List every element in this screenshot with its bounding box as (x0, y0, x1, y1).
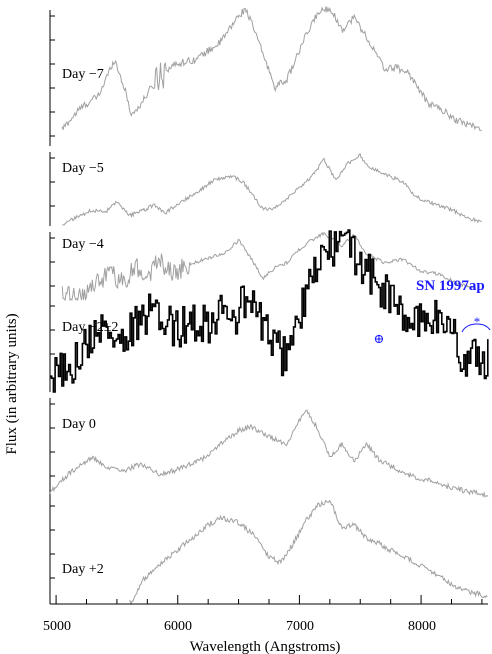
object-name-label: SN 1997ap (416, 278, 485, 294)
y-axis-title: Flux (in arbitrary units) (4, 313, 20, 454)
telluric-bracket (461, 323, 491, 333)
x-axis: 5000 6000 7000 8000 Wavelength (Angstrom… (43, 595, 488, 654)
x-axis-ticks (55, 595, 483, 604)
panel-label-day-plus-2: Day +2 (62, 562, 104, 577)
x-tick-label-7000: 7000 (286, 619, 314, 634)
panel-label-day-minus-2: Day −2±2 (62, 320, 118, 335)
panel-labels: Day −7 Day −5 Day −4 Day −2±2 Day 0 Day … (62, 67, 118, 577)
x-axis-title: Wavelength (Angstroms) (190, 639, 341, 654)
x-tick-label-5000: 5000 (43, 619, 71, 634)
spectrum-line-1 (62, 152, 482, 226)
annotations: SN 1997ap ⊕ * (374, 278, 491, 346)
x-tick-label-8000: 8000 (408, 619, 436, 634)
spectrum-line-0 (61, 6, 482, 132)
panel-label-day-0: Day 0 (62, 417, 96, 432)
panel-label-day-minus-5: Day −5 (62, 161, 104, 176)
panel-axes (49, 10, 55, 604)
spectra-lines (49, 6, 489, 606)
x-tick-label-6000: 6000 (164, 619, 192, 634)
spectrum-line-5 (129, 499, 488, 606)
star-marker: * (474, 314, 481, 329)
spectrum-line-2 (61, 231, 477, 302)
spectrum-line-3 (50, 229, 489, 393)
spectrum-line-4 (49, 409, 489, 498)
panel-label-day-minus-7: Day −7 (62, 67, 104, 82)
telluric-marker: ⊕ (374, 331, 385, 346)
panel-label-day-minus-4: Day −4 (62, 237, 104, 252)
